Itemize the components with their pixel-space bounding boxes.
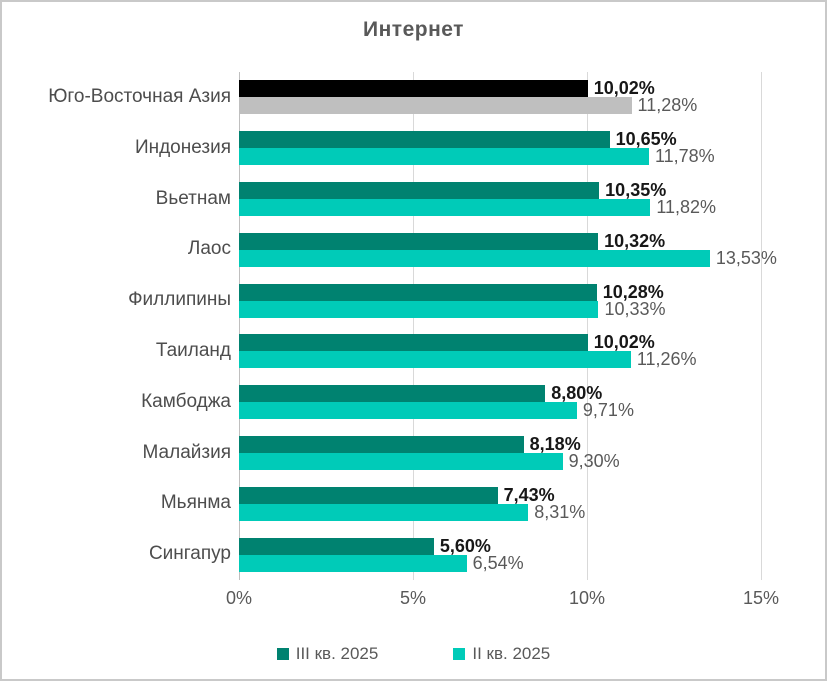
x-tick-label: 5% [399, 588, 427, 608]
x-tick-label: 0% [225, 588, 253, 608]
gridline [587, 72, 588, 580]
bar-value-label: 11,82% [656, 197, 717, 217]
category-label: Таиланд [155, 340, 231, 361]
x-tick-label: 15% [742, 588, 780, 608]
bar-value-label: 9,71% [582, 400, 634, 421]
bar-value-label: 11,28% [637, 95, 698, 116]
bar-q3-2025 [239, 537, 434, 555]
bar-q3-2025 [239, 334, 588, 352]
bar-value-label: 7,43% [503, 484, 555, 505]
bar-q3-2025 [239, 385, 546, 403]
legend-label-q3: III кв. 2025 [295, 644, 379, 663]
bar-q3-2025 [239, 436, 524, 453]
gridline [413, 72, 414, 580]
bar-q2-2025 [239, 554, 467, 572]
bar-q3-2025 [239, 80, 588, 98]
bar-value-label: 5,60% [439, 535, 491, 556]
bar-q2-2025 [239, 300, 599, 318]
x-axis: 0% 5% 10% 15% [226, 588, 779, 610]
plot-area: 10,02% 11,28% 10,65% 11,78% 10,35% 11,82% 10,3… [239, 72, 777, 580]
bar-value-label: 13,53% [715, 247, 777, 268]
bar-value-label: 11,78% [654, 146, 715, 167]
legend-label-q2: II кв. 2025 [472, 644, 551, 663]
bar-q2-2025 [239, 351, 631, 369]
bar-value-label: 10,02% [593, 78, 655, 99]
category-label: Индонезия [134, 136, 231, 158]
category-label: Малайзия [142, 441, 232, 463]
category-label: Лаос [187, 238, 231, 260]
bar-value-label: 10,33% [604, 298, 666, 319]
bar-value-label: 6,54% [472, 552, 524, 573]
category-label: Камбоджа [141, 390, 231, 412]
bar-value-label: 10,02% [593, 332, 655, 353]
bar-value-label: 10,35% [605, 180, 667, 200]
bar-q2-2025 [239, 199, 651, 216]
bar-q3-2025 [239, 232, 599, 250]
bar-value-label: 8,18% [529, 434, 581, 454]
x-tick-label: 10% [568, 588, 606, 608]
legend: III кв. 2025 II кв. 2025 [2, 644, 825, 664]
bar-value-label: 8,80% [551, 383, 603, 404]
legend-item-q2-2025: II кв. 2025 [453, 644, 550, 664]
bar-value-label: 10,65% [615, 129, 677, 150]
bar-value-label: 11,26% [636, 349, 697, 370]
category-axis: Юго-Восточная Азия Индонезия Вьетнам Лаос Фи… [12, 72, 231, 580]
category-label: Филлипины [128, 289, 231, 311]
bar-q2-2025 [239, 503, 529, 521]
bar-value-label: 9,30% [568, 451, 620, 471]
category-label: Мьянма [160, 492, 231, 514]
category-label: Вьетнам [155, 187, 231, 209]
gridline [761, 72, 762, 580]
legend-item-q3-2025: III кв. 2025 [276, 644, 379, 664]
legend-swatch-q3-icon [276, 648, 289, 660]
bar-q3-2025 [239, 131, 610, 149]
category-label: Юго-Восточная Азия [48, 86, 231, 107]
bar-q2-2025 [239, 249, 710, 267]
bar-q3-2025 [239, 182, 600, 199]
bar-q2-2025 [239, 148, 649, 166]
chart-title: Интернет [363, 18, 464, 41]
legend-swatch-q2-icon [453, 648, 466, 660]
bar-q2-2025 [239, 453, 563, 470]
bar-q2-2025 [239, 402, 577, 420]
bar-q2-2025 [239, 97, 632, 115]
category-label: Сингапур [148, 543, 231, 565]
value-axis-line [239, 72, 240, 580]
bar-q3-2025 [239, 486, 498, 504]
bar-value-label: 10,32% [604, 230, 666, 251]
bar-value-label: 8,31% [534, 501, 586, 522]
bar-q3-2025 [239, 283, 597, 301]
bar-value-label: 10,28% [602, 281, 664, 302]
